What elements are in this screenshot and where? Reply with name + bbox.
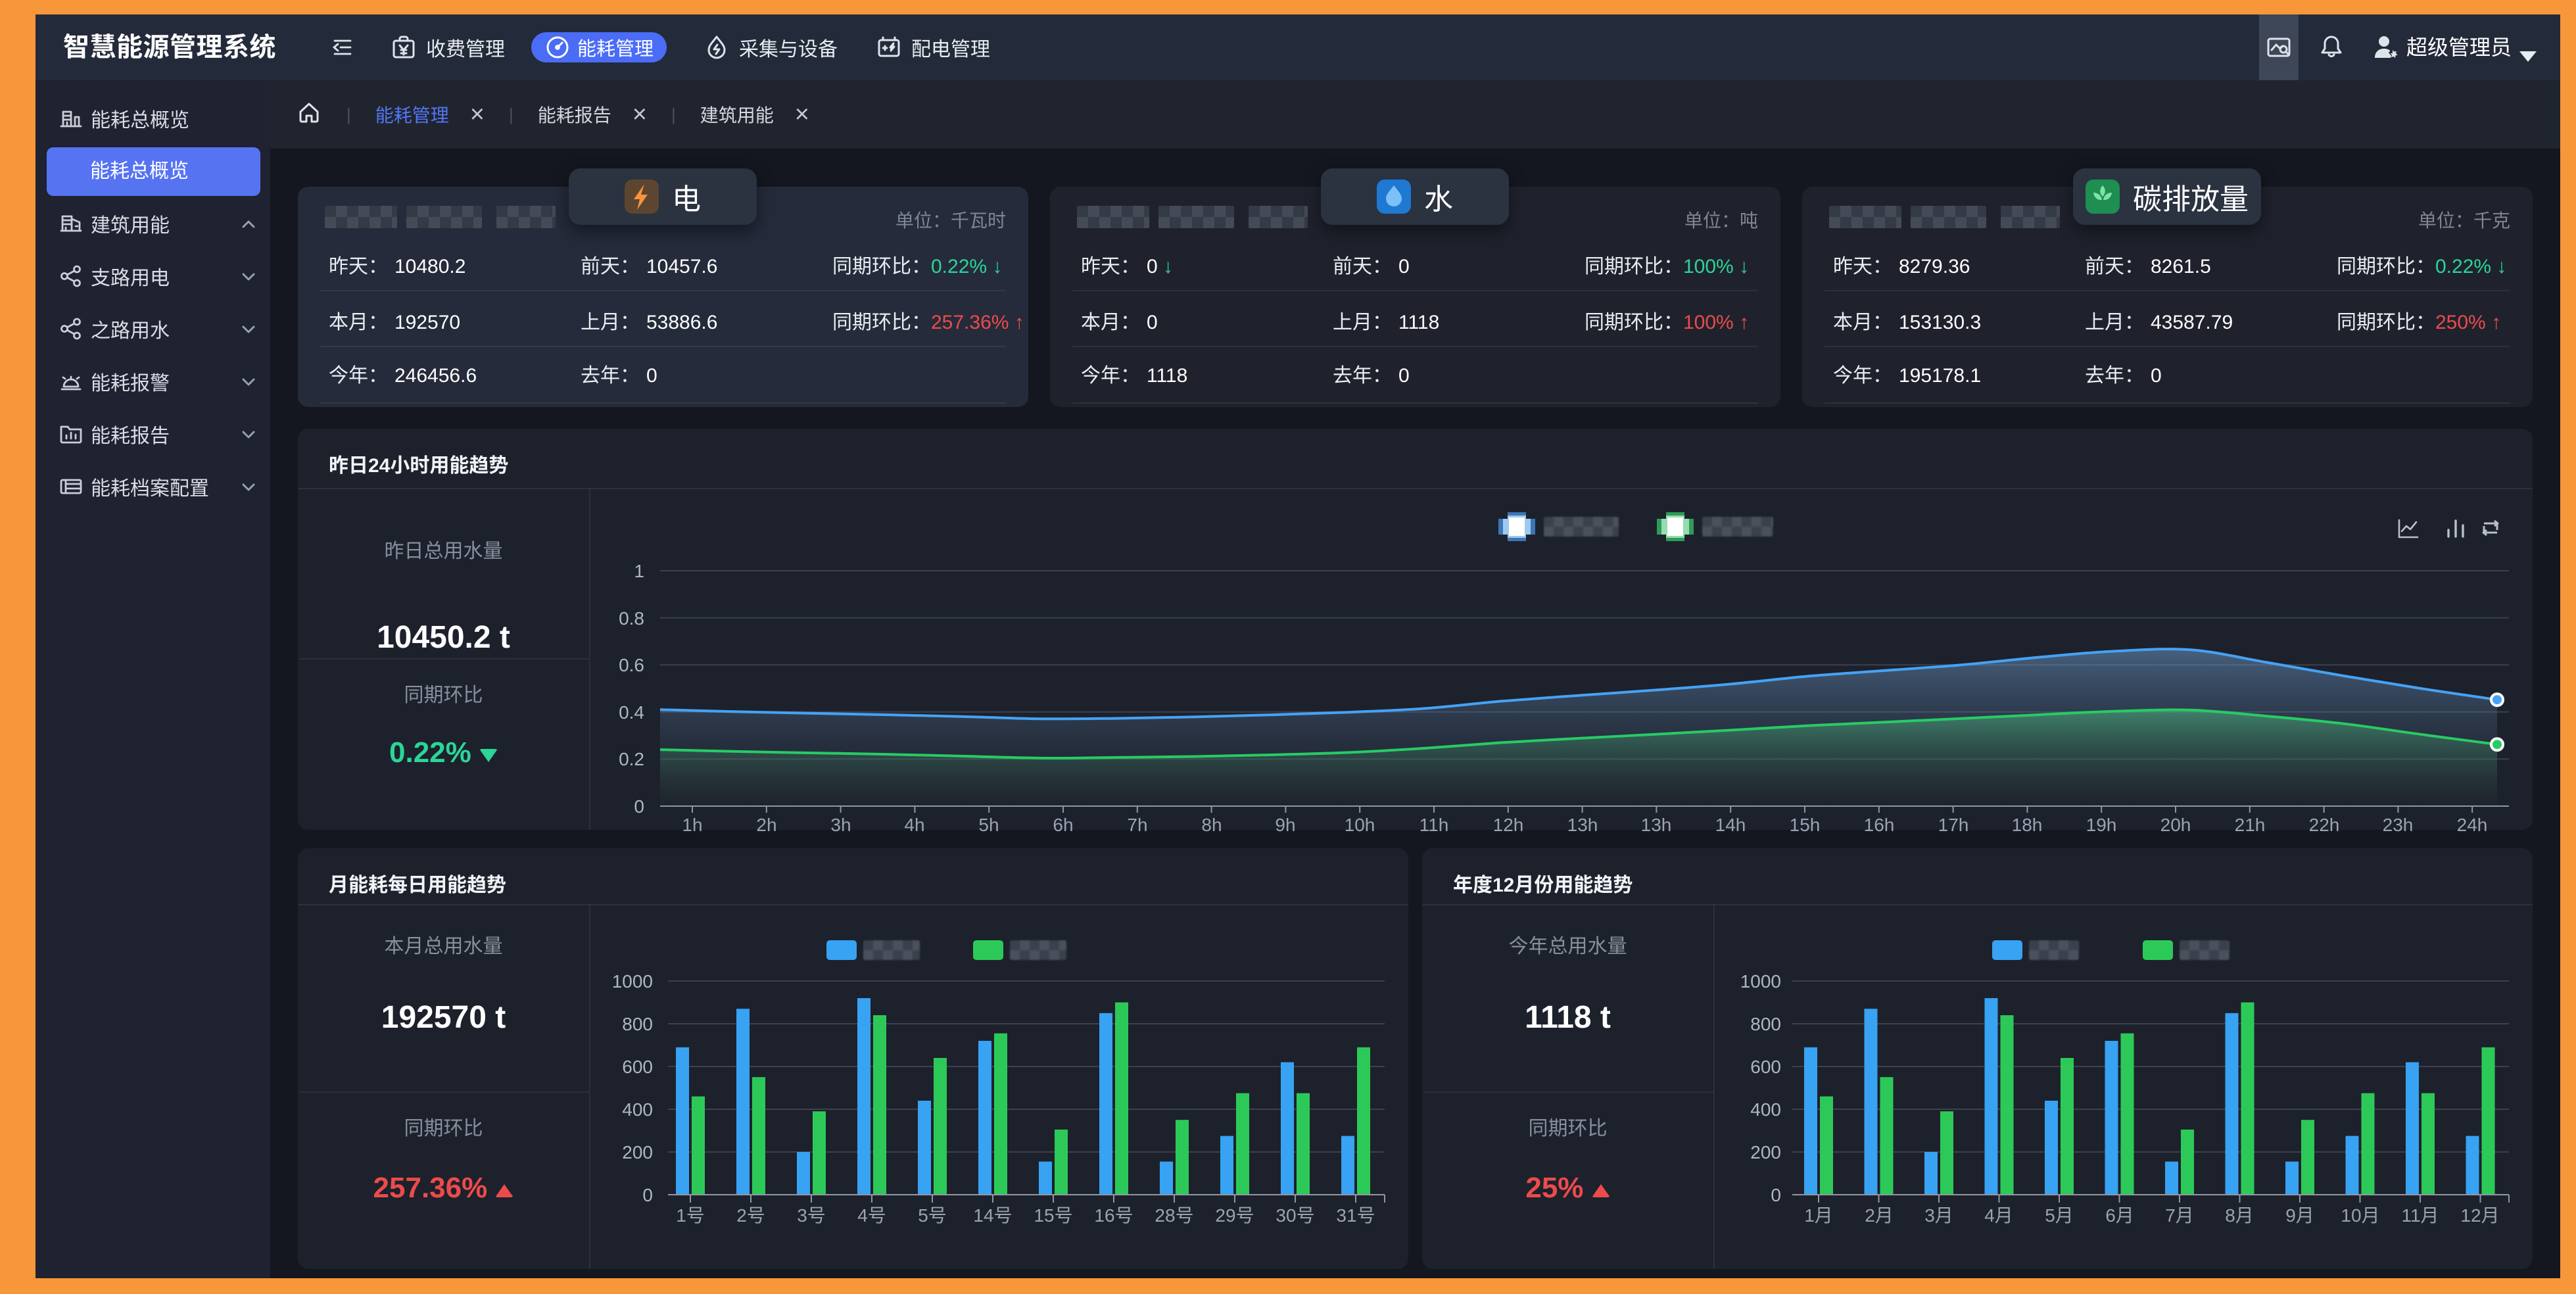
svg-text:4号: 4号 (857, 1205, 886, 1226)
svg-text:28号: 28号 (1155, 1205, 1193, 1226)
svg-text:11h: 11h (1419, 815, 1449, 835)
svg-text:24h: 24h (2457, 815, 2488, 835)
svg-text:18h: 18h (2012, 815, 2043, 835)
svg-text:14号: 14号 (973, 1205, 1012, 1226)
svg-text:0.2: 0.2 (619, 749, 644, 769)
svg-text:4月: 4月 (1984, 1205, 2013, 1226)
svg-text:22h: 22h (2309, 815, 2340, 835)
svg-text:23h: 23h (2383, 815, 2414, 835)
svg-text:9h: 9h (1275, 815, 1295, 835)
svg-text:3h: 3h (830, 815, 851, 835)
svg-text:20h: 20h (2160, 815, 2191, 835)
svg-text:0: 0 (1771, 1185, 1781, 1205)
svg-text:8h: 8h (1201, 815, 1222, 835)
svg-text:200: 200 (1750, 1142, 1781, 1162)
svg-text:400: 400 (622, 1099, 653, 1120)
svg-text:9月: 9月 (2285, 1205, 2314, 1226)
svg-text:12月: 12月 (2460, 1205, 2499, 1226)
svg-text:2号: 2号 (736, 1205, 765, 1226)
svg-text:5号: 5号 (918, 1205, 947, 1226)
svg-text:2h: 2h (756, 815, 776, 835)
svg-text:8月: 8月 (2225, 1205, 2254, 1226)
svg-text:14h: 14h (1715, 815, 1746, 835)
svg-text:0.6: 0.6 (619, 655, 644, 675)
svg-text:12h: 12h (1493, 815, 1524, 835)
svg-text:15号: 15号 (1034, 1205, 1072, 1226)
svg-text:17h: 17h (1938, 815, 1969, 835)
svg-text:0.4: 0.4 (619, 702, 644, 723)
svg-text:800: 800 (1750, 1014, 1781, 1034)
svg-text:200: 200 (622, 1142, 653, 1162)
svg-text:3月: 3月 (1924, 1205, 1953, 1226)
svg-text:31号: 31号 (1336, 1205, 1375, 1226)
svg-text:600: 600 (1750, 1057, 1781, 1077)
svg-text:4h: 4h (904, 815, 924, 835)
svg-text:13h: 13h (1641, 815, 1672, 835)
svg-text:19h: 19h (2086, 815, 2117, 835)
svg-text:13h: 13h (1567, 815, 1598, 835)
svg-text:0: 0 (642, 1185, 653, 1205)
svg-text:1: 1 (634, 561, 644, 581)
svg-text:7月: 7月 (2165, 1205, 2194, 1226)
svg-text:30号: 30号 (1276, 1205, 1314, 1226)
svg-text:21h: 21h (2235, 815, 2266, 835)
svg-text:5月: 5月 (2045, 1205, 2074, 1226)
svg-text:6月: 6月 (2105, 1205, 2134, 1226)
svg-text:10月: 10月 (2341, 1205, 2379, 1226)
svg-text:16号: 16号 (1094, 1205, 1133, 1226)
svg-text:1000: 1000 (612, 971, 653, 992)
svg-text:10h: 10h (1345, 815, 1375, 835)
svg-text:11月: 11月 (2401, 1205, 2439, 1226)
svg-text:3号: 3号 (797, 1205, 826, 1226)
svg-text:600: 600 (622, 1057, 653, 1077)
svg-text:800: 800 (622, 1014, 653, 1034)
svg-text:5h: 5h (978, 815, 999, 835)
svg-text:16h: 16h (1864, 815, 1895, 835)
svg-text:7h: 7h (1127, 815, 1147, 835)
svg-text:1000: 1000 (1740, 971, 1781, 992)
svg-text:1h: 1h (682, 815, 702, 835)
svg-text:0: 0 (634, 796, 644, 817)
svg-text:1号: 1号 (676, 1205, 705, 1226)
svg-text:0.8: 0.8 (619, 608, 644, 629)
svg-text:400: 400 (1750, 1099, 1781, 1120)
svg-text:29号: 29号 (1215, 1205, 1254, 1226)
svg-text:2月: 2月 (1865, 1205, 1894, 1226)
svg-text:15h: 15h (1790, 815, 1821, 835)
svg-text:1月: 1月 (1804, 1205, 1833, 1226)
svg-text:6h: 6h (1053, 815, 1073, 835)
